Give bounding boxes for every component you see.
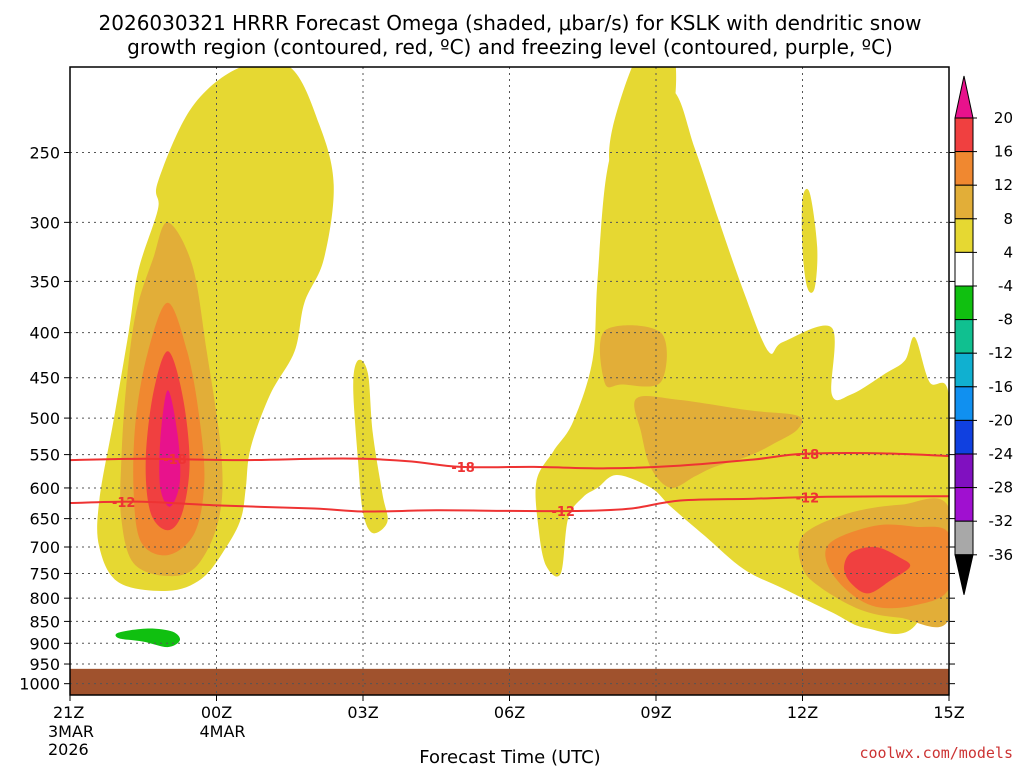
colorbar-swatch-6 [954,285,974,321]
colorbar-label-16: 16 [994,143,1013,161]
colorbar-label--8: -8 [998,311,1013,329]
x-tick-label-15Z: 15Z [933,703,964,722]
contour-label--12-2: -12 [796,491,820,506]
colorbar-label-8: 8 [1003,210,1013,228]
chart-title-line-1: 2026030321 HRRR Forecast Omega (shaded, … [99,11,922,35]
colorbar-swatch-10 [954,419,974,455]
omega-region-4-5 [353,359,388,534]
y-tick-label-750: 750 [29,564,60,583]
omega-shading-layer [97,67,949,648]
y-tick-label-650: 650 [29,510,60,529]
x-tick-label-09Z: 09Z [640,703,671,722]
x-tick-label-00Z: 00Z [201,703,232,722]
omega-region-4-6 [535,89,949,634]
y-tick-label-500: 500 [29,409,60,428]
omega-region-16-13 [844,546,911,594]
x-date-label-3MAR: 3MAR [48,722,94,741]
colorbar-swatch-5 [954,251,974,287]
colorbar-swatch-3 [954,184,974,220]
temperature-contour-layer: -18 -18 -18 -12 -12 -12 [70,448,949,520]
colorbar-swatch-4 [954,218,974,253]
y-tick-label-350: 350 [29,272,60,291]
pressure-axis: 250 300 350 400 450 500 550 600 650 700 750 800 850 9… [19,143,955,694]
colorbar: 20 16 12 8 4 -4 -8 -12 -16 -20 -24 -28 -32 -36 [954,75,1014,595]
colorbar-swatch-11 [954,453,974,489]
colorbar-label-20: 20 [994,109,1013,127]
colorbar-label--32: -32 [989,512,1014,530]
omega-region-20-4 [159,390,181,507]
omega-region-4-7 [609,67,677,175]
x-tick-label-12Z: 12Z [787,703,818,722]
y-tick-label-450: 450 [29,369,60,388]
colorbar-label--16: -16 [989,378,1014,396]
y-tick-label-250: 250 [29,143,60,162]
contour-label--18-2: -18 [796,448,820,463]
x-tick-label-06Z: 06Z [494,703,525,722]
colorbar-swatch-7 [954,319,974,354]
y-tick-label-550: 550 [29,446,60,465]
contour-label--12-0: -12 [112,496,136,511]
colorbar-swatch-2 [954,151,974,186]
y-tick-label-400: 400 [29,324,60,343]
x-tick-label-21Z: 21Z [53,703,84,722]
colorbar-label-4: 4 [1003,243,1013,261]
omega-region-4-8 [801,188,818,293]
chart-title-line-2: growth region (contoured, red, ºC) and f… [127,35,893,59]
colorbar-swatch-9 [954,386,974,421]
colorbar-swatch-12 [954,487,974,522]
colorbar-label-12: 12 [994,176,1013,194]
colorbar-swatch-1 [954,117,974,153]
contour-label--18-1: -18 [451,461,475,476]
y-tick-label-700: 700 [29,538,60,557]
omega-region-8-9 [599,325,667,388]
y-tick-label-850: 850 [29,612,60,631]
colorbar-label--36: -36 [989,546,1014,564]
contour-label--18-0: -18 [163,453,187,468]
colorbar-label--20: -20 [989,411,1014,429]
y-tick-label-600: 600 [29,479,60,498]
source-credit: coolwx.com/models [859,744,1013,762]
contour-line--18 [70,452,949,470]
y-tick-label-950: 950 [29,655,60,674]
colorbar-top-arrow [954,75,974,119]
x-tick-label-03Z: 03Z [347,703,378,722]
contour-line--12 [70,495,949,513]
y-tick-label-300: 300 [29,213,60,232]
x-axis-title: Forecast Time (UTC) [419,747,600,768]
x-date-label-4MAR: 4MAR [200,722,246,741]
colorbar-label--12: -12 [989,344,1014,362]
colorbar-swatch-13 [954,520,974,556]
colorbar-label--28: -28 [989,479,1014,497]
colorbar-label--4: -4 [998,277,1013,295]
colorbar-bottom-arrow [954,554,974,595]
y-tick-label-900: 900 [29,634,60,653]
contour-label--12-1: -12 [551,505,575,520]
y-tick-label-800: 800 [29,589,60,608]
colorbar-swatch-8 [954,352,974,388]
x-year-label-2026: 2026 [48,740,89,759]
omega-region--4-14 [115,628,181,648]
y-tick-label-1000: 1000 [19,675,60,694]
colorbar-label--24: -24 [989,445,1014,463]
